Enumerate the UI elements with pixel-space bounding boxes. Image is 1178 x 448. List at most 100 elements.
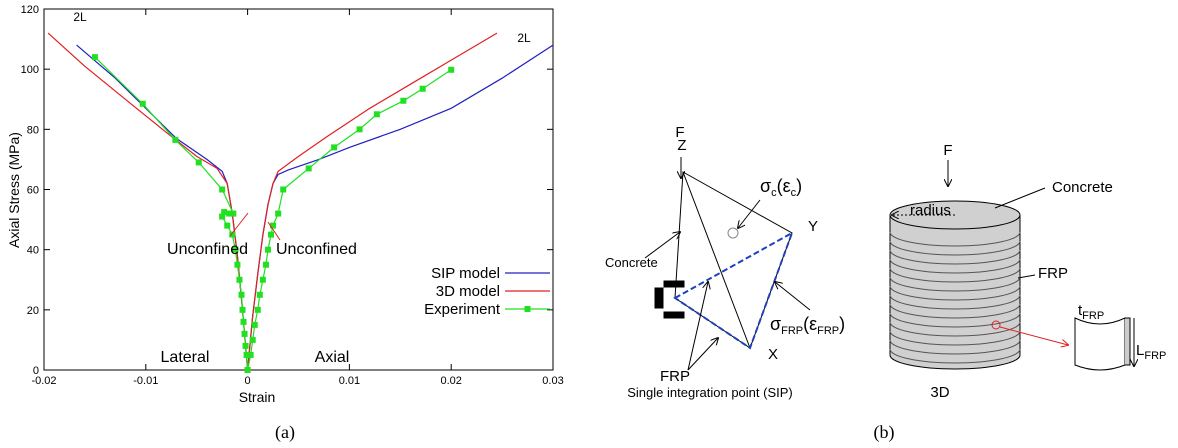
label-text: σ bbox=[760, 176, 771, 196]
legend-label: Experiment bbox=[424, 301, 501, 318]
data-point bbox=[238, 292, 244, 298]
data-point bbox=[236, 277, 242, 283]
label-text: (ε bbox=[803, 314, 817, 334]
data-point bbox=[374, 111, 380, 117]
diagram-label: FRP bbox=[660, 368, 690, 385]
annotation: Unconfined bbox=[167, 241, 248, 258]
subscript: FRP bbox=[1144, 350, 1166, 362]
figure: Strain Axial Stress (MPa) (a) 0204060801… bbox=[0, 0, 1178, 448]
label-text: FRP bbox=[1038, 265, 1068, 282]
data-point bbox=[248, 352, 254, 358]
diagram-label: FRP bbox=[1038, 265, 1068, 282]
diagram-label: σc(εc) bbox=[760, 176, 802, 199]
x-tick-label: 0.02 bbox=[440, 375, 461, 387]
data-point bbox=[257, 292, 263, 298]
y-tick-label: 60 bbox=[27, 185, 39, 197]
leader bbox=[995, 188, 1045, 208]
data-point bbox=[92, 54, 98, 60]
diagram-label: radius bbox=[910, 202, 951, 219]
annotation: Lateral bbox=[161, 349, 210, 366]
data-point bbox=[357, 126, 363, 132]
legend-label: 3D model bbox=[436, 283, 500, 300]
label-text: (ε bbox=[777, 176, 791, 196]
data-point bbox=[420, 86, 426, 92]
label-text: Single integration point (SIP) bbox=[627, 385, 792, 400]
diagram-label: Concrete bbox=[605, 255, 658, 270]
label-text: FRP bbox=[660, 368, 690, 385]
cylinder-body bbox=[890, 215, 1020, 369]
label-text: L bbox=[1136, 342, 1144, 359]
diagram-label: 3D bbox=[930, 384, 949, 401]
data-point bbox=[448, 67, 454, 73]
diagram-label: Concrete bbox=[1052, 179, 1113, 196]
data-point bbox=[196, 159, 202, 165]
series-line bbox=[77, 45, 553, 370]
y-tick-label: 120 bbox=[21, 4, 39, 16]
subscript: FRP bbox=[817, 325, 839, 337]
annotation: 2L bbox=[517, 31, 531, 45]
support bbox=[664, 281, 684, 287]
diagram-b: (b) FZσc(εc)YConcreteFRPXσFRP(εFRP)Singl… bbox=[605, 124, 1166, 443]
support bbox=[664, 312, 684, 318]
label-text: σ bbox=[770, 314, 781, 334]
data-point bbox=[268, 232, 274, 238]
y-axis-label: Axial Stress (MPa) bbox=[6, 132, 22, 248]
series-line bbox=[95, 57, 451, 370]
caption: (a) bbox=[275, 422, 295, 443]
label-text: ) bbox=[839, 314, 845, 334]
data-point bbox=[219, 187, 225, 193]
x-tick-label: 0.03 bbox=[542, 375, 563, 387]
label-text: Z bbox=[677, 137, 686, 154]
label-text: Y bbox=[808, 218, 818, 235]
frp-thickness bbox=[1125, 318, 1130, 365]
data-point bbox=[140, 101, 146, 107]
y-tick-label: 40 bbox=[27, 245, 39, 257]
frp-piece bbox=[1075, 318, 1125, 370]
annotation: Axial bbox=[315, 349, 350, 366]
annotation: 2L bbox=[73, 10, 87, 24]
x-tick-label: 0.01 bbox=[339, 375, 360, 387]
label-text: F bbox=[943, 142, 952, 159]
subscript: FRP bbox=[1082, 310, 1104, 322]
caption: (b) bbox=[874, 422, 895, 443]
label-text: 3D bbox=[930, 384, 949, 401]
data-point bbox=[331, 144, 337, 150]
diagram-label: X bbox=[768, 346, 778, 363]
legend-label: SIP model bbox=[431, 265, 500, 282]
data-point bbox=[172, 137, 178, 143]
annotation: Unconfined bbox=[276, 241, 357, 258]
data-point bbox=[255, 307, 261, 313]
diagram-label: Y bbox=[808, 218, 818, 235]
data-point bbox=[280, 187, 286, 193]
diagram-label: LFRP bbox=[1136, 342, 1166, 362]
y-tick-label: 100 bbox=[21, 64, 39, 76]
data-point bbox=[252, 322, 258, 328]
data-point bbox=[224, 223, 230, 229]
data-point bbox=[234, 262, 240, 268]
support bbox=[655, 288, 663, 308]
leader bbox=[688, 338, 718, 370]
label-text: ) bbox=[796, 176, 802, 196]
data-point bbox=[230, 211, 236, 217]
diagram-label: Z bbox=[677, 137, 686, 154]
data-point bbox=[243, 343, 249, 349]
diagram-label: σFRP(εFRP) bbox=[770, 314, 845, 337]
data-point bbox=[241, 319, 247, 325]
x-tick-label: 0 bbox=[245, 375, 251, 387]
data-point bbox=[245, 367, 251, 373]
diagram-label: F bbox=[943, 142, 952, 159]
data-point bbox=[275, 211, 281, 217]
leader bbox=[775, 282, 810, 310]
data-point bbox=[265, 247, 271, 253]
data-point bbox=[240, 307, 246, 313]
data-point bbox=[250, 337, 256, 343]
label-text: X bbox=[768, 346, 778, 363]
chart-a: Strain Axial Stress (MPa) (a) 0204060801… bbox=[6, 4, 564, 443]
x-tick-label: -0.02 bbox=[31, 375, 56, 387]
data-point bbox=[242, 331, 248, 337]
y-tick-label: 80 bbox=[27, 124, 39, 136]
data-point bbox=[263, 262, 269, 268]
integration-point bbox=[728, 228, 738, 238]
y-tick-label: 20 bbox=[27, 305, 39, 317]
x-tick-label: -0.01 bbox=[133, 375, 158, 387]
